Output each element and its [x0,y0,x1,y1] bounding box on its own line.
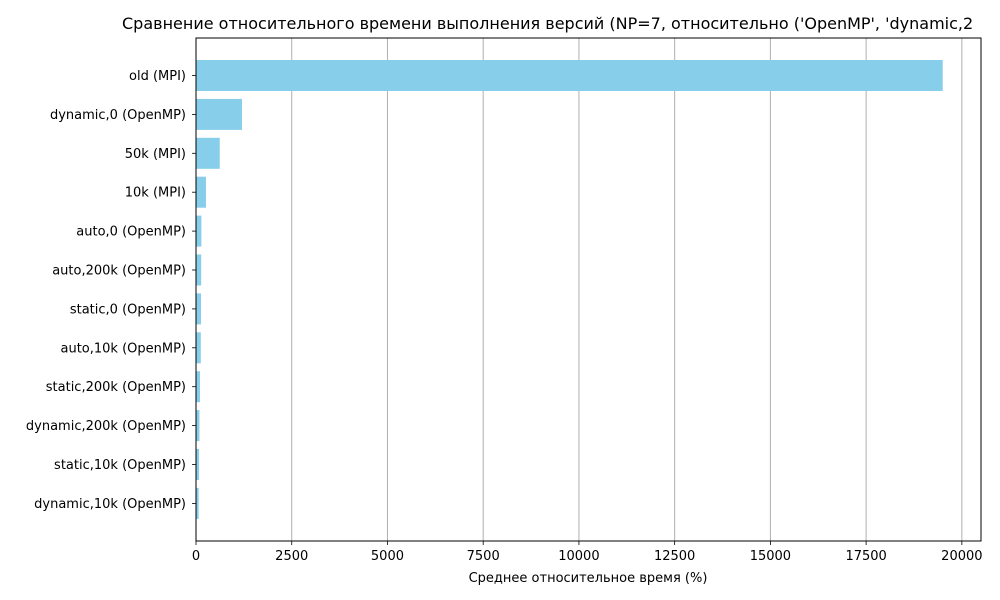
bar [196,332,201,364]
y-tick-label: 10k (MPI) [125,186,186,201]
chart-title: Сравнение относительного времени выполне… [122,14,973,33]
y-tick-label: auto,0 (OpenMP) [76,225,186,240]
y-tick-label: dynamic,200k (OpenMP) [26,419,186,434]
x-tick-labels: 0 2500 5000 7500 10000 12500 15000 17500 20000 [192,541,983,564]
axes [195,37,982,542]
x-tick-label: 17500 [845,549,886,564]
x-tick-label: 15000 [750,549,791,564]
bar [196,98,242,130]
bar [196,215,202,247]
x-tick-label: 2500 [275,549,308,564]
bar [196,449,200,480]
x-tick-label: 0 [192,549,200,564]
plot-frame [195,37,982,542]
y-tick-label: static,200k (OpenMP) [46,380,186,395]
y-tick-label: 50k (MPI) [125,147,186,162]
y-tick-label: old (MPI) [129,69,186,84]
grid-lines [291,38,963,541]
x-axis-label: Среднее относительное время (%) [469,571,708,586]
bar [196,371,201,403]
bar [196,137,220,169]
y-tick-label: static,10k (OpenMP) [54,458,186,473]
bar [196,293,201,325]
y-tick-label: dynamic,0 (OpenMP) [50,108,186,123]
x-tick-label: 12500 [654,549,695,564]
y-tick-label: auto,10k (OpenMP) [60,341,186,356]
bar [196,410,200,442]
bar [196,487,199,519]
bar [196,254,202,286]
bar [196,176,206,208]
y-tick-label: auto,200k (OpenMP) [52,264,186,279]
x-tick-label: 10000 [558,549,599,564]
x-tick-label: 5000 [371,549,404,564]
x-tick-label: 20000 [941,549,982,564]
bar [196,60,943,91]
y-tick-label: static,0 (OpenMP) [70,302,186,317]
x-tick-label: 7500 [467,549,500,564]
y-tick-label: dynamic,10k (OpenMP) [34,497,186,512]
y-tick-labels: old (MPI) dynamic,0 (OpenMP) 50k (MPI) 10k … [26,69,196,512]
bars [196,60,943,519]
